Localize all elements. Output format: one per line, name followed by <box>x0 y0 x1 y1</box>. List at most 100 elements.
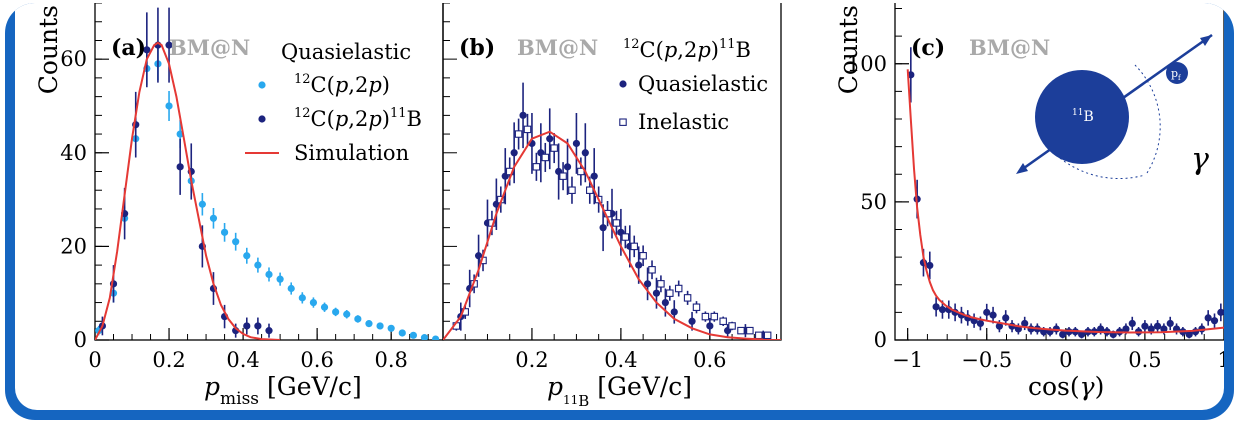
x-tick-label: 0 <box>1059 348 1072 372</box>
legend-marker <box>258 81 266 89</box>
y-axis-label: Counts <box>34 5 63 94</box>
data-point-inelastic <box>621 233 630 241</box>
data-point-12c <box>409 331 417 339</box>
data-point-12c <box>265 270 273 279</box>
legend-title: 12C(p,2p)11B <box>623 37 751 62</box>
x-tick-label: 1 <box>1217 348 1224 372</box>
x-tick-label: −1 <box>892 348 923 372</box>
data-point-12c <box>209 214 218 222</box>
panel-label: (c) <box>911 35 945 61</box>
legend-text: C( <box>640 38 664 62</box>
data-point-11b <box>688 317 696 325</box>
data-point-12c <box>254 261 262 269</box>
legend-ital: p <box>368 107 381 131</box>
legend-label: 12C(p,2p) <box>294 72 390 97</box>
data-point-inelastic <box>755 331 763 340</box>
data-point-12c <box>232 238 240 246</box>
legend-sup: 11 <box>390 106 407 121</box>
data-point-11b <box>1204 314 1212 322</box>
data-point-11b <box>1002 314 1010 322</box>
data-point-12c <box>220 228 229 236</box>
data-layer <box>443 82 781 340</box>
legend-text: C( <box>311 107 335 131</box>
legend-text: ) <box>382 107 390 131</box>
panel-label: (a) <box>111 35 146 61</box>
data-point-inelastic <box>568 186 576 194</box>
data-point-11b <box>510 149 518 157</box>
y-tick-label: 0 <box>874 328 887 352</box>
data-point-12c <box>332 308 340 316</box>
data-point-11b <box>599 224 607 232</box>
legend: Quasielastic 12C(p,2p) 12C(p,2p)11B Simulat… <box>245 40 422 165</box>
data-point-inelastic <box>683 294 692 302</box>
proton-text: p <box>1171 67 1178 80</box>
x-tick-label: 0.6 <box>300 348 333 372</box>
nucleus-sup: 11 <box>1072 108 1083 118</box>
data-point-11b <box>643 280 652 288</box>
data-point-12c <box>320 303 329 311</box>
data-point-12c <box>309 298 318 307</box>
data-point-11b <box>143 46 151 54</box>
x-tick-label: 0.4 <box>604 348 637 372</box>
legend-text: ,2 <box>348 73 368 97</box>
data-point-12c <box>287 284 295 293</box>
x-label-sub2: B <box>578 392 589 410</box>
data-point-12c <box>387 324 395 332</box>
x-tick-label: 0.2 <box>515 348 548 372</box>
data-point-11b <box>1021 319 1029 328</box>
data-point-inelastic <box>719 317 727 326</box>
data-point-11b <box>989 311 997 319</box>
x-label-sub: miss <box>220 389 259 409</box>
legend-text: Simulation <box>294 141 409 165</box>
data-point-11b <box>1097 325 1105 333</box>
legend: 12C(p,2p)11B Quasielastic Inelastic <box>619 37 768 134</box>
nucleus-disc <box>1035 70 1129 164</box>
legend-label: Quasielastic <box>638 72 768 96</box>
x-label-end: ) <box>1095 372 1105 401</box>
arrow-head <box>1200 35 1212 46</box>
x-label-unit: [GeV/c] <box>259 372 362 401</box>
data-point-12c <box>198 200 206 208</box>
data-point-11b <box>1217 308 1224 316</box>
legend-text: ,2 <box>348 107 368 131</box>
data-point-11b <box>519 111 527 119</box>
legend-text: B <box>407 107 422 131</box>
data-point-11b <box>1078 330 1086 339</box>
legend-label: 12C(p,2p)11B <box>294 106 422 131</box>
data-point-inelastic <box>746 326 754 335</box>
data-point-12c <box>365 320 373 328</box>
legend-marker <box>619 80 627 88</box>
simulation-curve <box>95 41 281 340</box>
data-point-11b <box>165 41 173 49</box>
data-point-inelastic <box>559 172 567 180</box>
data-point-11b <box>1147 325 1155 333</box>
plot-frame <box>442 3 782 341</box>
legend-label: Inelastic <box>638 110 729 134</box>
data-point-11b <box>1059 330 1067 339</box>
legend-ital: p <box>335 107 348 131</box>
data-point-11b <box>243 322 251 330</box>
x-tick-label: 0 <box>88 348 101 372</box>
data-point-inelastic <box>657 280 665 288</box>
legend-ital: p <box>664 38 677 62</box>
x-tick-label: 0.5 <box>1128 348 1161 372</box>
data-point-12c <box>298 294 306 302</box>
legend-title: Quasielastic <box>281 40 411 64</box>
x-label-main: cos( <box>1028 372 1080 401</box>
x-axis-label: p11B [GeV/c] <box>547 372 692 410</box>
proton-sub: f <box>1178 74 1182 82</box>
data-point-inelastic <box>737 326 745 335</box>
data-point-inelastic <box>666 289 674 297</box>
data-point-12c <box>165 102 173 110</box>
y-tick-label: 60 <box>60 47 87 71</box>
x-tick-label: 0.2 <box>152 348 185 372</box>
data-point-inelastic <box>550 144 558 152</box>
data-point-11b <box>635 261 643 269</box>
x-axis-label: pmiss [GeV/c] <box>204 372 362 409</box>
arrow-head <box>1016 163 1028 174</box>
data-point-inelastic <box>523 125 532 134</box>
data-point-11b <box>938 306 947 314</box>
